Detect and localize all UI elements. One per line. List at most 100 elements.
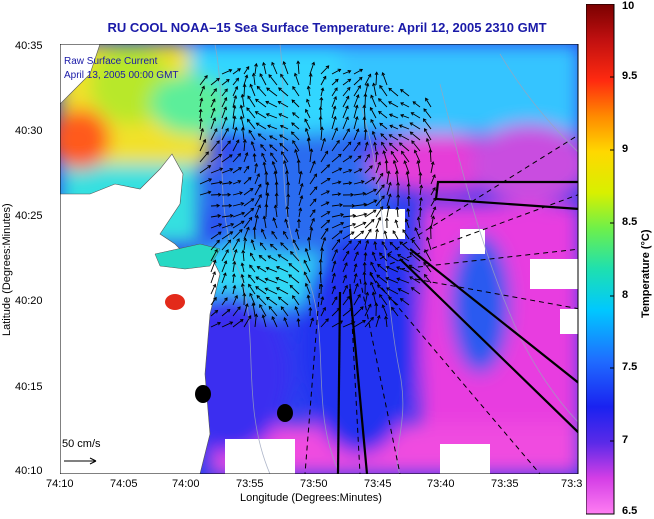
- buoy-marker: [195, 385, 211, 403]
- current-vector: [248, 284, 256, 295]
- current-vector: [221, 88, 228, 97]
- current-vector-head: [252, 153, 257, 157]
- current-vector: [270, 152, 278, 163]
- current-vector: [389, 125, 399, 130]
- current-vector: [342, 240, 352, 251]
- current-vector: [412, 101, 421, 108]
- current-vector-head: [365, 239, 370, 244]
- current-vector: [430, 216, 435, 229]
- current-vector: [342, 215, 356, 218]
- current-vector: [221, 297, 228, 306]
- current-vector: [232, 261, 236, 273]
- current-vector-head: [286, 181, 291, 186]
- current-vector: [243, 84, 246, 97]
- current-vector: [221, 182, 232, 185]
- current-vector: [374, 142, 377, 152]
- current-vector-head: [322, 137, 326, 142]
- current-vector: [266, 113, 278, 119]
- current-vector: [419, 185, 422, 196]
- sst-field: [60, 44, 578, 474]
- current-vector: [232, 220, 245, 229]
- current-vector-head: [240, 126, 245, 131]
- current-vector-head: [268, 305, 273, 310]
- current-vector: [283, 160, 289, 174]
- current-vector-head: [382, 150, 387, 155]
- current-vector: [232, 78, 239, 86]
- current-vector: [199, 118, 202, 130]
- current-vector: [291, 122, 300, 130]
- current-vector-head: [229, 321, 234, 325]
- current-vector-head: [344, 284, 348, 289]
- current-vector: [243, 166, 250, 174]
- current-vector: [210, 128, 218, 141]
- current-vector-head: [235, 139, 240, 144]
- current-vector: [279, 134, 289, 141]
- current-vector: [363, 105, 366, 119]
- current-vector: [320, 76, 327, 86]
- current-vector: [423, 118, 432, 130]
- current-vector-head: [199, 117, 203, 122]
- current-vector-head: [332, 105, 337, 110]
- current-vector: [353, 192, 366, 196]
- current-vector: [309, 62, 315, 75]
- current-vector: [288, 274, 300, 284]
- current-vector-head: [212, 259, 217, 264]
- current-vector: [210, 108, 215, 119]
- current-vector-head: [257, 204, 261, 209]
- current-vector-head: [336, 238, 341, 243]
- current-vector: [395, 219, 399, 229]
- buoy-marker: [277, 404, 293, 422]
- current-vector-head: [223, 272, 227, 277]
- current-vector-head: [250, 198, 255, 202]
- current-vector-head: [249, 252, 254, 257]
- current-vector: [276, 287, 289, 295]
- current-vector: [248, 274, 256, 284]
- current-vector: [276, 181, 278, 196]
- current-vector-head: [224, 88, 228, 93]
- current-vector-head: [240, 262, 245, 267]
- current-vector: [430, 187, 436, 196]
- current-vector: [417, 160, 421, 174]
- current-vector: [381, 142, 388, 152]
- current-vector: [430, 161, 434, 174]
- current-vector: [331, 193, 341, 196]
- current-vector-head: [381, 141, 385, 146]
- colorbar: [586, 4, 615, 515]
- xtick: 73:3: [561, 478, 583, 490]
- current-vector: [320, 116, 322, 130]
- current-vector-head: [395, 206, 400, 211]
- current-vector: [423, 262, 432, 273]
- current-vector-head: [239, 115, 244, 120]
- current-vector-head: [381, 195, 385, 200]
- current-vector-head: [277, 100, 282, 105]
- current-vector-head: [237, 180, 242, 184]
- current-vector-head: [411, 140, 415, 144]
- current-vector-head: [324, 227, 329, 232]
- current-vector-head: [283, 230, 287, 235]
- current-vector: [353, 85, 361, 97]
- colorbar-tick: 7: [622, 434, 629, 446]
- current-vector: [353, 168, 362, 174]
- current-vector: [292, 239, 300, 251]
- current-vector-head: [365, 291, 370, 296]
- current-vector-head: [299, 182, 304, 187]
- current-vector-head: [339, 230, 343, 234]
- nodata-patch: [460, 229, 485, 254]
- current-vector: [199, 109, 202, 119]
- current-vector-head: [238, 228, 243, 233]
- current-vector-head: [332, 115, 337, 120]
- current-vector: [386, 266, 399, 273]
- current-vector: [251, 141, 256, 152]
- current-vector-head: [337, 153, 342, 158]
- current-vector-head: [380, 133, 385, 137]
- current-vector-head: [244, 151, 249, 156]
- current-vector-head: [355, 94, 360, 99]
- current-vector-head: [293, 72, 298, 77]
- current-vector: [389, 142, 399, 152]
- current-vector-head: [218, 223, 223, 227]
- current-vector-head: [233, 126, 238, 131]
- current-vector-head: [423, 273, 428, 278]
- current-vector: [390, 151, 399, 163]
- current-vector-head: [406, 195, 411, 200]
- current-vector-head: [230, 222, 235, 227]
